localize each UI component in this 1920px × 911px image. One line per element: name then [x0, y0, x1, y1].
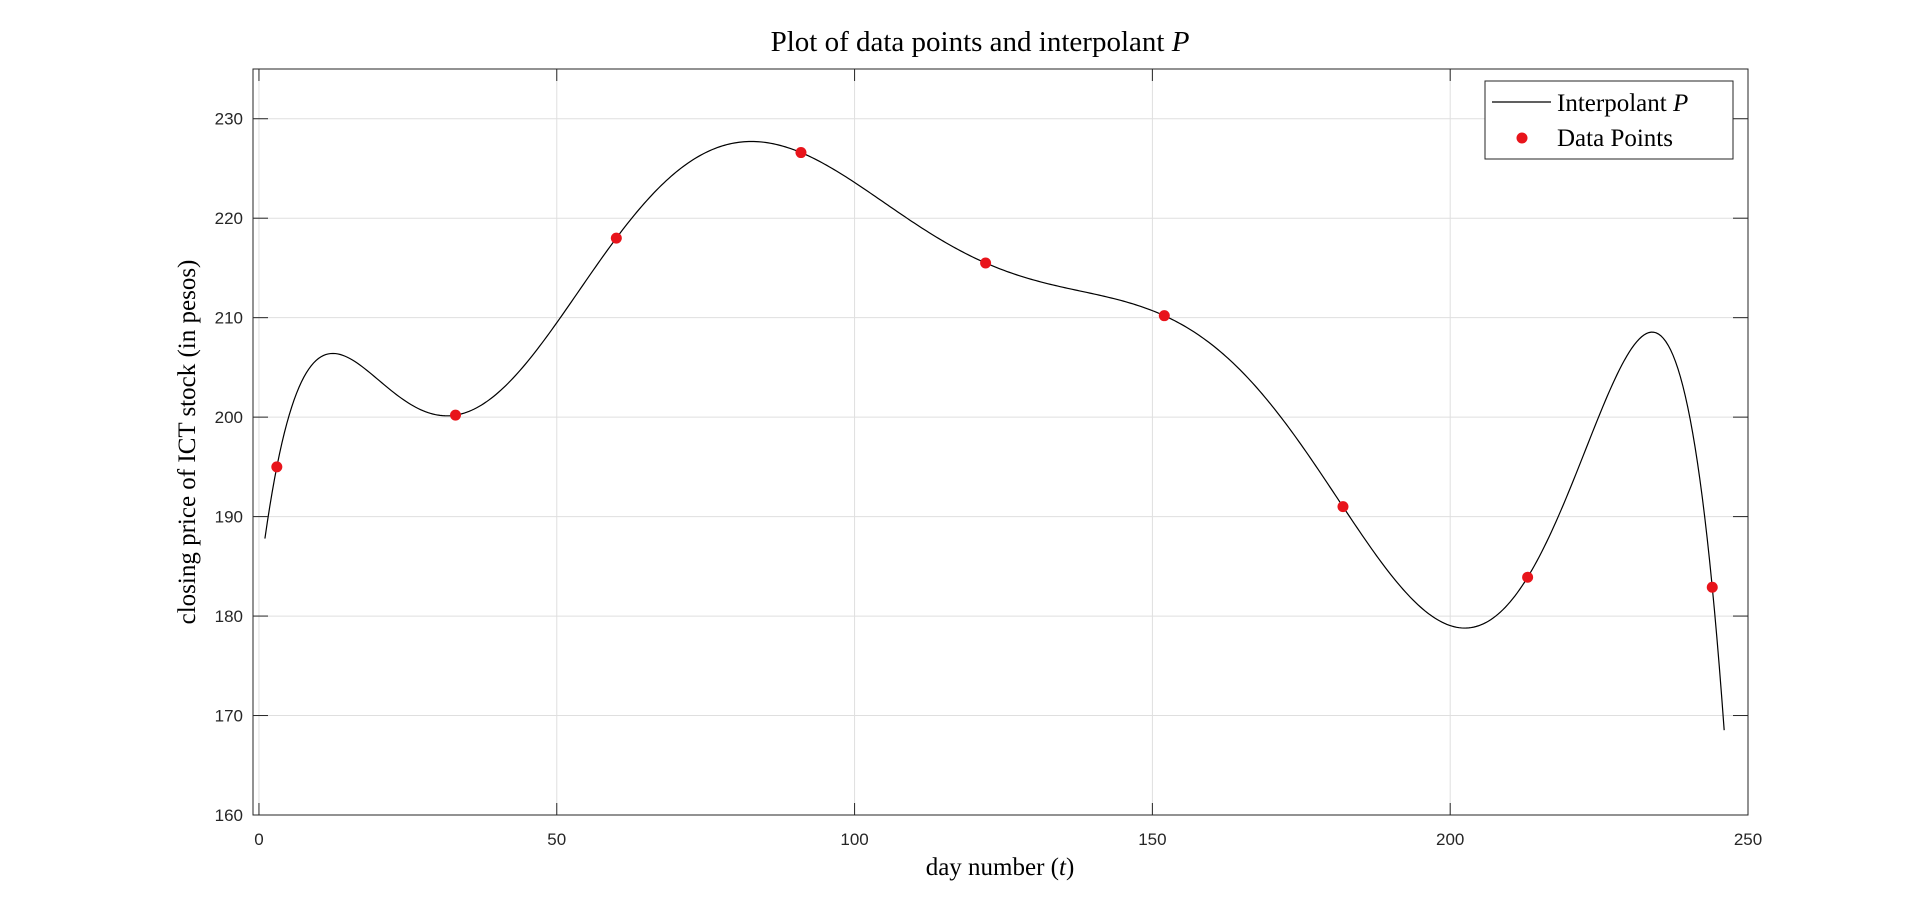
x-tick-label: 50 [547, 830, 566, 849]
data-point [271, 461, 283, 473]
y-tick-label: 230 [215, 110, 243, 129]
plot-area [252, 68, 1749, 816]
legend-entry-interpolant: Interpolant P [1557, 90, 1688, 117]
y-tick-label: 200 [215, 408, 243, 427]
y-tick-label: 160 [215, 806, 243, 825]
data-point [980, 257, 992, 269]
x-axis-label: day number (t) [926, 854, 1075, 881]
x-tick-label: 0 [254, 830, 263, 849]
chart-title: Plot of data points and interpolant P [771, 26, 1190, 58]
data-point [795, 147, 807, 159]
data-point [1522, 571, 1534, 583]
legend-entry-data-points: Data Points [1557, 125, 1673, 152]
interpolant-curve [264, 140, 1725, 731]
y-tick-label: 180 [215, 607, 243, 626]
y-tick-label: 170 [215, 707, 243, 726]
axes-background [253, 69, 1748, 815]
axis-ticks [253, 69, 1749, 816]
x-tick-label: 150 [1138, 830, 1166, 849]
y-axis-tick-labels: 160 170 180 190 200 210 220 230 [215, 110, 243, 825]
y-tick-label: 220 [215, 209, 243, 228]
axes-box [252, 68, 1749, 816]
x-tick-label: 200 [1436, 830, 1464, 849]
interpolant-curve-layer [264, 140, 1725, 731]
data-point [1706, 581, 1718, 593]
data-point [610, 232, 622, 244]
y-tick-label: 190 [215, 508, 243, 527]
data-point [1158, 310, 1170, 322]
y-axis-label: closing price of ICT stock (in pesos) [174, 260, 201, 625]
x-axis-tick-labels: 0 50 100 150 200 250 [254, 830, 1762, 849]
data-point [450, 409, 462, 421]
legend-marker-sample [1516, 132, 1528, 144]
legend: Interpolant P Data Points [1484, 80, 1734, 160]
y-tick-label: 210 [215, 309, 243, 328]
x-tick-label: 250 [1734, 830, 1762, 849]
data-point [1337, 501, 1349, 513]
x-tick-label: 100 [840, 830, 868, 849]
data-points-layer [271, 147, 1718, 593]
legend-box [1484, 80, 1734, 160]
